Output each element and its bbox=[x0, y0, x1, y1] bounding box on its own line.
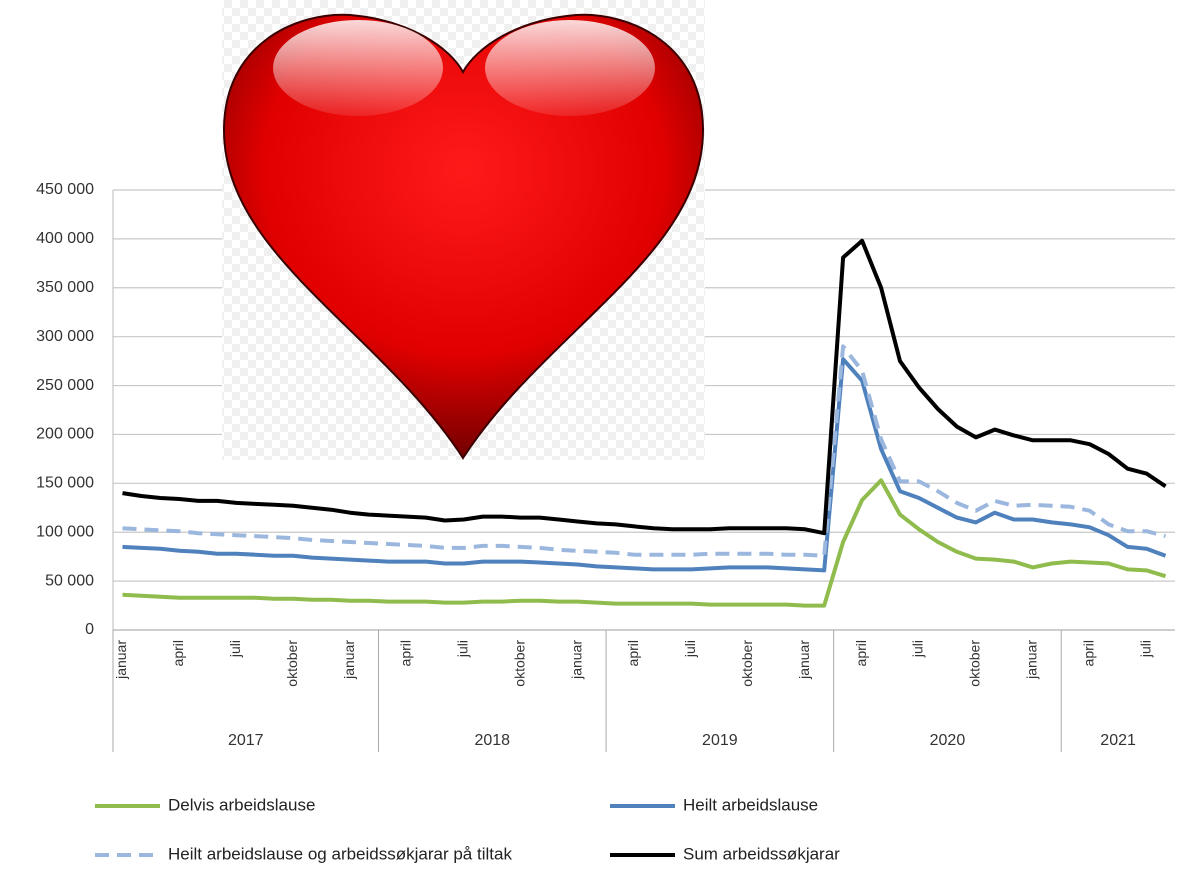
legend-label: Sum arbeidssøkjarar bbox=[683, 844, 840, 863]
legend-label: Heilt arbeidslause og arbeidssøkjarar på… bbox=[168, 844, 512, 863]
y-tick-label: 100 000 bbox=[36, 523, 94, 540]
x-tick-label: oktober bbox=[967, 640, 983, 687]
y-tick-label: 400 000 bbox=[36, 230, 94, 247]
y-tick-label: 300 000 bbox=[36, 328, 94, 345]
x-group-label: 2020 bbox=[930, 732, 966, 749]
x-tick-label: juli bbox=[910, 640, 926, 658]
x-group-label: 2017 bbox=[228, 732, 264, 749]
x-tick-label: januar bbox=[796, 640, 812, 680]
x-tick-label: juli bbox=[227, 640, 243, 658]
y-tick-label: 200 000 bbox=[36, 426, 94, 443]
x-tick-label: april bbox=[398, 640, 414, 666]
y-tick-label: 450 000 bbox=[36, 181, 94, 198]
x-tick-label: januar bbox=[568, 640, 584, 680]
series-line bbox=[122, 478, 1167, 608]
x-tick-label: april bbox=[1080, 640, 1096, 666]
y-tick-label: 350 000 bbox=[36, 279, 94, 296]
x-group-label: 2019 bbox=[702, 732, 738, 749]
y-tick-label: 0 bbox=[85, 621, 94, 638]
x-tick-label: juli bbox=[682, 640, 698, 658]
x-tick-label: oktober bbox=[739, 640, 755, 687]
series-line bbox=[122, 357, 1167, 573]
legend-label: Heilt arbeidslause bbox=[683, 795, 818, 814]
x-group-label: 2021 bbox=[1100, 732, 1136, 749]
x-tick-label: april bbox=[170, 640, 186, 666]
x-tick-label: april bbox=[853, 640, 869, 666]
y-tick-label: 250 000 bbox=[36, 377, 94, 394]
x-tick-label: oktober bbox=[284, 640, 300, 687]
legend-label: Delvis arbeidslause bbox=[168, 795, 315, 814]
series-line bbox=[122, 238, 1167, 536]
x-tick-label: januar bbox=[1023, 640, 1039, 680]
x-tick-label: april bbox=[625, 640, 641, 666]
y-tick-label: 150 000 bbox=[36, 475, 94, 492]
heart-image bbox=[222, 0, 705, 460]
x-tick-label: juli bbox=[1137, 640, 1153, 658]
x-group-label: 2018 bbox=[474, 732, 510, 749]
y-tick-label: 50 000 bbox=[45, 572, 94, 589]
x-tick-label: oktober bbox=[511, 640, 527, 687]
x-tick-label: januar bbox=[341, 640, 357, 680]
x-tick-label: januar bbox=[113, 640, 129, 680]
x-tick-label: juli bbox=[455, 640, 471, 658]
